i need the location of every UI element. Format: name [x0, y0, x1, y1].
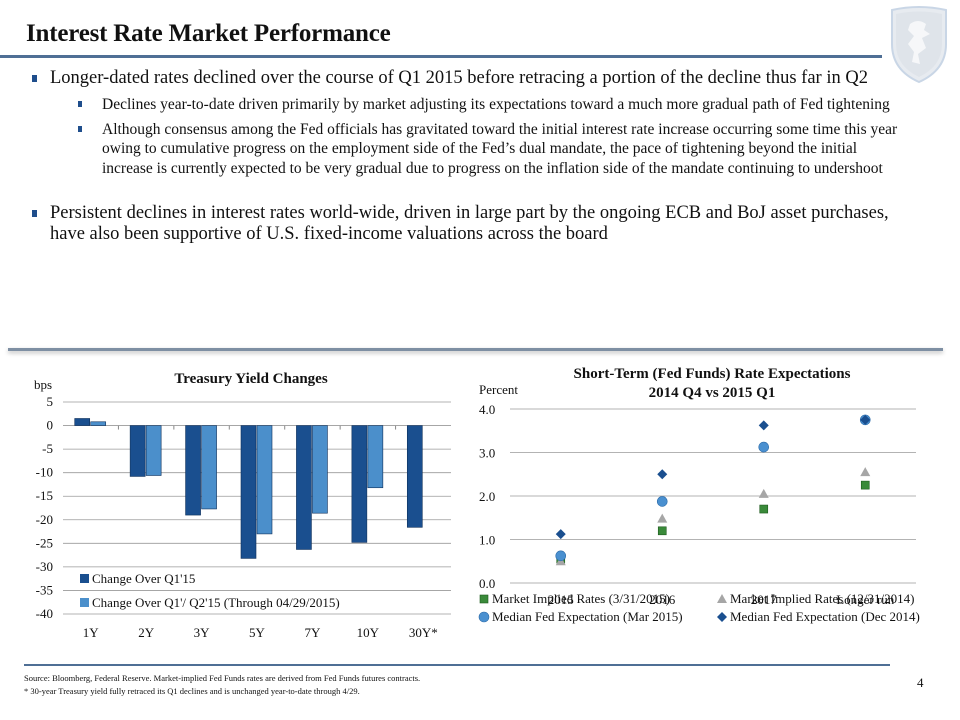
y-tick-label: -25	[36, 535, 53, 550]
sub-bullet-2: Although consensus among the Fed officia…	[78, 120, 902, 179]
x-tick-label: 2017	[751, 592, 778, 607]
footer-notes: Source: Bloomberg, Federal Reserve. Mark…	[24, 672, 420, 698]
y-tick-label: 3.0	[479, 446, 495, 461]
bar-3Y-q1q2	[201, 425, 217, 510]
y-tick-label: -35	[36, 582, 53, 597]
y-tick-label: -30	[36, 559, 53, 574]
point-diamond-2015	[555, 529, 566, 540]
y-tick-label: -40	[36, 606, 53, 621]
bar-2Y-q1q2	[145, 425, 162, 476]
point-triangle-2016	[657, 513, 668, 523]
y-tick-label: 2.0	[479, 489, 495, 504]
y-tick-label: -5	[42, 441, 53, 456]
bar-10Y-q1	[351, 425, 368, 543]
legend-label: Market Implied Rates (12/31/2014)	[730, 591, 915, 606]
point-circle-2015	[555, 550, 567, 562]
point-diamond-2016	[657, 469, 668, 480]
legend-marker-triangle	[717, 594, 727, 603]
y-tick-label: 4.0	[479, 402, 495, 417]
bullet-1: Longer-dated rates declined over the cou…	[30, 68, 910, 89]
point-circle-2017	[758, 441, 770, 453]
y-tick-label: -10	[36, 465, 53, 480]
chart2-title: Short-Term (Fed Funds) Rate Expectations	[574, 366, 851, 382]
point-diamond-2017	[758, 420, 769, 431]
y-tick-label: -20	[36, 512, 53, 527]
x-tick-label: 10Y	[357, 625, 380, 640]
chart-section-divider	[8, 348, 943, 351]
shield-lion-crest-icon	[891, 6, 947, 84]
bullet-list: Longer-dated rates declined over the cou…	[30, 68, 910, 251]
point-diamond-Longer-run	[860, 414, 871, 425]
point-square-2016	[657, 526, 667, 536]
point-triangle-2017	[758, 488, 769, 498]
x-tick-label: 1Y	[83, 625, 100, 640]
source-note: Source: Bloomberg, Federal Reserve. Mark…	[24, 673, 421, 683]
title-divider	[0, 55, 882, 58]
chart1-title: Treasury Yield Changes	[174, 371, 328, 387]
page-title: Interest Rate Market Performance	[26, 20, 391, 47]
legend-swatch-q1	[80, 574, 89, 583]
x-tick-label: 3Y	[194, 625, 211, 640]
y-tick-label: 0.0	[479, 576, 495, 591]
legend-marker-square	[479, 594, 489, 604]
legend-label: Median Fed Expectation (Dec 2014)	[730, 609, 920, 624]
bar-5Y-q1	[240, 425, 257, 559]
bullet-2: Persistent declines in interest rates wo…	[30, 203, 910, 245]
legend-marker-circle	[478, 611, 490, 623]
x-tick-label: 30Y*	[409, 625, 438, 640]
x-tick-label: Longer run	[836, 592, 895, 607]
point-circle-2016	[656, 496, 668, 507]
bar-30Y*-q1	[406, 425, 423, 528]
treasury-yield-chart: Treasury Yield Changes bps 5 0 -5 -10 -15 -20…	[34, 371, 451, 640]
bar-5Y-q1q2	[256, 425, 273, 535]
legend-label-q1: Change Over Q1'15	[92, 571, 195, 586]
footer-divider	[24, 664, 890, 666]
bar-1Y-q1q2	[90, 421, 107, 426]
chart2-subtitle: 2014 Q4 vs 2015 Q1	[649, 385, 776, 401]
x-tick-label: 2016	[649, 592, 676, 607]
legend-label-q2: Change Over Q1'/ Q2'15 (Through 04/29/20…	[92, 595, 340, 610]
bar-7Y-q1q2	[312, 425, 328, 514]
legend-marker-diamond	[717, 612, 727, 622]
legend-label: Market Implied Rates (3/31/2015)	[492, 591, 670, 606]
x-tick-label: 2Y	[138, 625, 155, 640]
y-tick-label: 5	[47, 394, 54, 409]
legend-swatch-q2	[80, 598, 89, 607]
bar-1Y-q1	[74, 418, 91, 426]
fed-funds-expectations-chart: Short-Term (Fed Funds) Rate Expectations…	[478, 366, 920, 624]
x-tick-label: 7Y	[304, 625, 321, 640]
sub-bullet-1: Declines year-to-date driven primarily b…	[78, 95, 902, 115]
chart1-ylabel: bps	[34, 377, 52, 392]
y-tick-label: -15	[36, 488, 53, 503]
bar-10Y-q1q2	[367, 425, 384, 489]
y-tick-label: 0	[47, 418, 54, 433]
bar-7Y-q1	[296, 425, 312, 550]
footnote: * 30-year Treasury yield fully retraced …	[24, 686, 360, 696]
legend-label: Median Fed Expectation (Mar 2015)	[492, 609, 683, 624]
chart2-ylabel: Percent	[479, 382, 518, 397]
bar-2Y-q1	[129, 425, 146, 477]
y-tick-label: 1.0	[479, 533, 495, 548]
bar-3Y-q1	[185, 425, 201, 516]
page-number: 4	[917, 675, 924, 690]
point-square-2017	[759, 504, 769, 514]
x-tick-label: 5Y	[249, 625, 266, 640]
x-tick-label: 2015	[548, 592, 574, 607]
point-triangle-Longer-run	[860, 467, 871, 477]
point-square-Longer-run	[860, 480, 870, 490]
